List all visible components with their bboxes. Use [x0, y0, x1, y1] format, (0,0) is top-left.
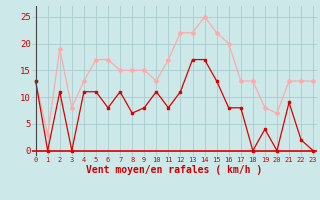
X-axis label: Vent moyen/en rafales ( km/h ): Vent moyen/en rafales ( km/h ): [86, 165, 262, 175]
